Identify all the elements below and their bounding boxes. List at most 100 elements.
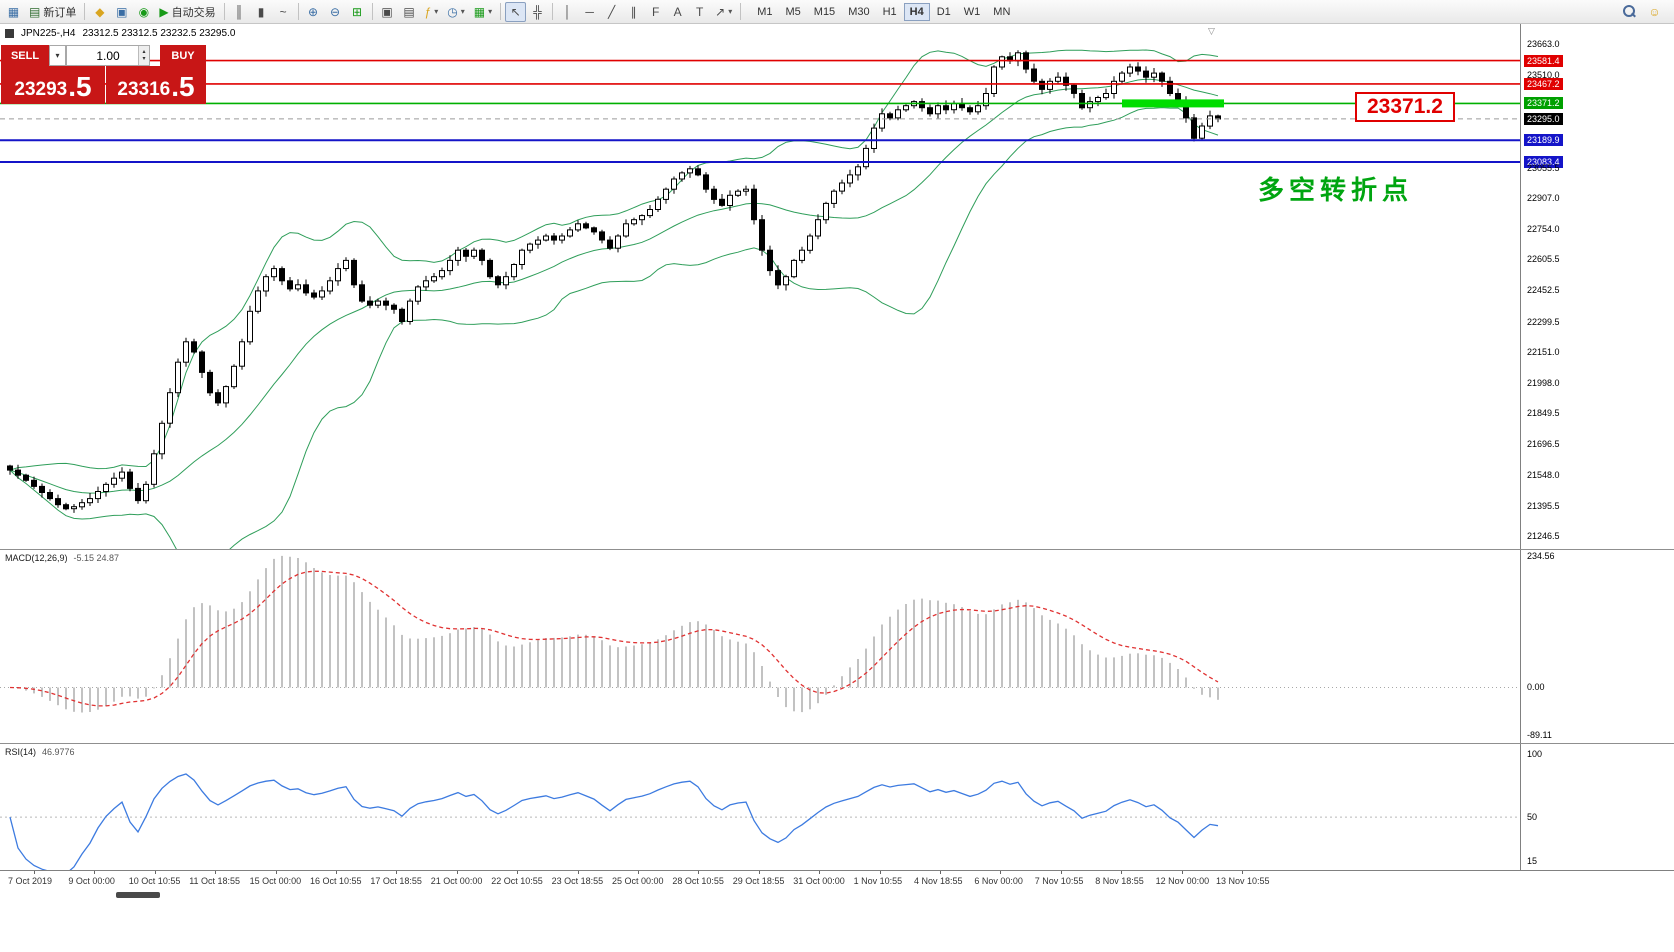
time-axis-tick [34,871,35,874]
toolbar-separator [500,3,502,20]
time-axis-tick [517,871,519,874]
zoom-out-button[interactable]: ⊖ [325,2,346,22]
cascade-windows-button[interactable]: ▣ [377,2,398,22]
buy-button[interactable]: BUY [160,45,206,66]
periods-button[interactable]: ◷ ▾ [443,2,469,22]
toolbar-separator [371,3,373,20]
time-axis-tick [275,871,277,874]
community-button[interactable]: ☺ [1644,2,1665,22]
bottom-strip [0,890,1674,952]
time-axis-tick [940,871,941,874]
templates-button[interactable]: ▦ ▾ [470,2,496,22]
volume-stepper[interactable]: ▴ ▾ [138,46,149,65]
ohlc-values: 23312.5 23312.5 23232.5 23295.0 [82,28,236,39]
macd-name: MACD(12,26,9) [5,553,68,563]
horizontal-line-tool-button[interactable]: ─ [579,2,600,22]
buy-price-display[interactable]: 23316 .5 [106,66,206,104]
macd-axis-label: 234.56 [1527,551,1555,561]
timeframe-h1[interactable]: H1 [877,3,903,21]
stepper-up-icon[interactable]: ▴ [142,48,146,55]
timeframe-m5[interactable]: M5 [780,3,807,21]
text-label-icon: T [695,4,704,19]
macd-axis[interactable]: 234.56 0.00 -89.11 [1520,550,1674,743]
line-chart-icon: ~ [279,4,287,19]
vertical-line-tool-button[interactable]: │ [557,2,578,22]
timeframe-m15[interactable]: M15 [808,3,841,21]
macd-chart[interactable] [0,550,1520,743]
time-axis-tick [336,871,337,874]
panel-divider[interactable] [0,549,1674,550]
toolbar-separator [740,3,742,20]
toolbar-separator [297,3,299,20]
arrow-tools-button[interactable]: ↗ ▾ [711,2,736,22]
chart-shift-marker[interactable]: ▽ [1208,26,1215,36]
bar-chart-mode-button[interactable]: ║ [229,2,250,22]
channel-tool-button[interactable]: ∥ [623,2,644,22]
h-scrollbar-thumb[interactable] [116,892,160,898]
time-axis-tick [879,871,881,874]
terminal-icon: ▦ [7,4,20,19]
text-tool-button[interactable]: A [667,2,688,22]
tile-windows-button[interactable]: ⊞ [347,2,368,22]
time-axis-label: 16 Oct 10:55 [310,876,362,886]
crosshair-tool-button[interactable]: ╬ [527,2,548,22]
time-axis-tick [396,871,398,874]
dropdown-caret: ▾ [460,7,465,16]
timeframe-mn[interactable]: MN [987,3,1016,21]
timeframe-m30[interactable]: M30 [842,3,875,21]
trendline-tool-button[interactable]: ╱ [601,2,622,22]
trendline-icon: ╱ [608,4,616,19]
line-chart-mode-button[interactable]: ~ [273,2,294,22]
sell-price-display[interactable]: 23293 .5 [1,66,105,104]
search-button[interactable] [1619,2,1640,22]
autotrading-button[interactable]: ▶ 自动交易 [155,2,219,22]
rsi-panel[interactable]: RSI(14) 46.9776 100 50 15 [0,744,1674,870]
cascade-windows-icon: ▣ [381,4,393,19]
autotrading-label: 自动交易 [171,6,216,19]
toolbar-separator [84,3,86,20]
timeframe-h4[interactable]: H4 [903,2,930,21]
timeframe-m1[interactable]: M1 [751,3,778,21]
arrange-windows-button[interactable]: ▤ [399,2,420,22]
text-label-tool-button[interactable]: T [689,2,710,22]
new-order-icon: ▤ [29,4,41,19]
metaeditor-button[interactable]: ◆ [89,2,110,22]
rsi-axis[interactable]: 100 50 15 [1520,744,1674,870]
price-axis[interactable]: 23663.0 23581.4 23510.0 23467.2 23371.2 23295… [1520,24,1674,549]
volume-dropdown[interactable]: ▾ [49,45,66,66]
rsi-name: RSI(14) [5,747,37,757]
buy-price-main: 23316 [117,79,171,100]
sell-button[interactable]: SELL [1,45,49,66]
fibonacci-tool-button[interactable]: F [645,2,666,22]
alerts-button[interactable]: ◉ [133,2,154,22]
stepper-down-icon[interactable]: ▾ [142,55,146,62]
periods-clock-icon: ◷ [447,4,458,19]
panel-divider[interactable] [0,743,1674,744]
price-axis-label: 21696.5 [1527,439,1560,449]
price-axis-label: 21998.0 [1527,378,1560,388]
indicators-button[interactable]: ƒ ▾ [421,2,443,22]
time-axis-tick [819,871,821,874]
volume-input[interactable] [67,46,149,65]
main-chart-panel[interactable]: ▽ JPN225-,H4 23312.5 23312.5 23232.5 232… [0,24,1674,549]
timeframe-d1[interactable]: D1 [931,3,957,21]
chart-window-button[interactable]: ▣ [111,2,132,22]
rsi-chart[interactable] [0,744,1520,870]
macd-panel[interactable]: MACD(12,26,9) -5.15 24.87 234.56 0.00 -89.… [0,550,1674,743]
macd-axis-label: 0.00 [1527,682,1545,692]
zoom-in-button[interactable]: ⊕ [303,2,324,22]
time-axis[interactable]: 7 Oct 2019 9 Oct 00:00 10 Oct 10:55 11 Oct … [0,870,1674,890]
price-callout-label[interactable]: 23371.2 [1355,92,1455,122]
price-axis-label: 22151.0 [1527,347,1560,357]
channel-icon: ∥ [630,4,637,19]
turning-point-note[interactable]: 多空转折点 [1258,175,1414,205]
time-axis-tick [1242,871,1243,874]
rsi-label: RSI(14) 46.9776 [5,747,75,757]
time-axis-label: 31 Oct 00:00 [793,876,845,886]
candlestick-mode-button[interactable]: ▮ [251,2,272,22]
new-order-button[interactable]: ▤ 新订单 [25,2,80,22]
timeframe-w1[interactable]: W1 [958,3,987,21]
cursor-tool-button[interactable]: ↖ [505,1,527,22]
candlestick-chart[interactable] [0,24,1520,549]
